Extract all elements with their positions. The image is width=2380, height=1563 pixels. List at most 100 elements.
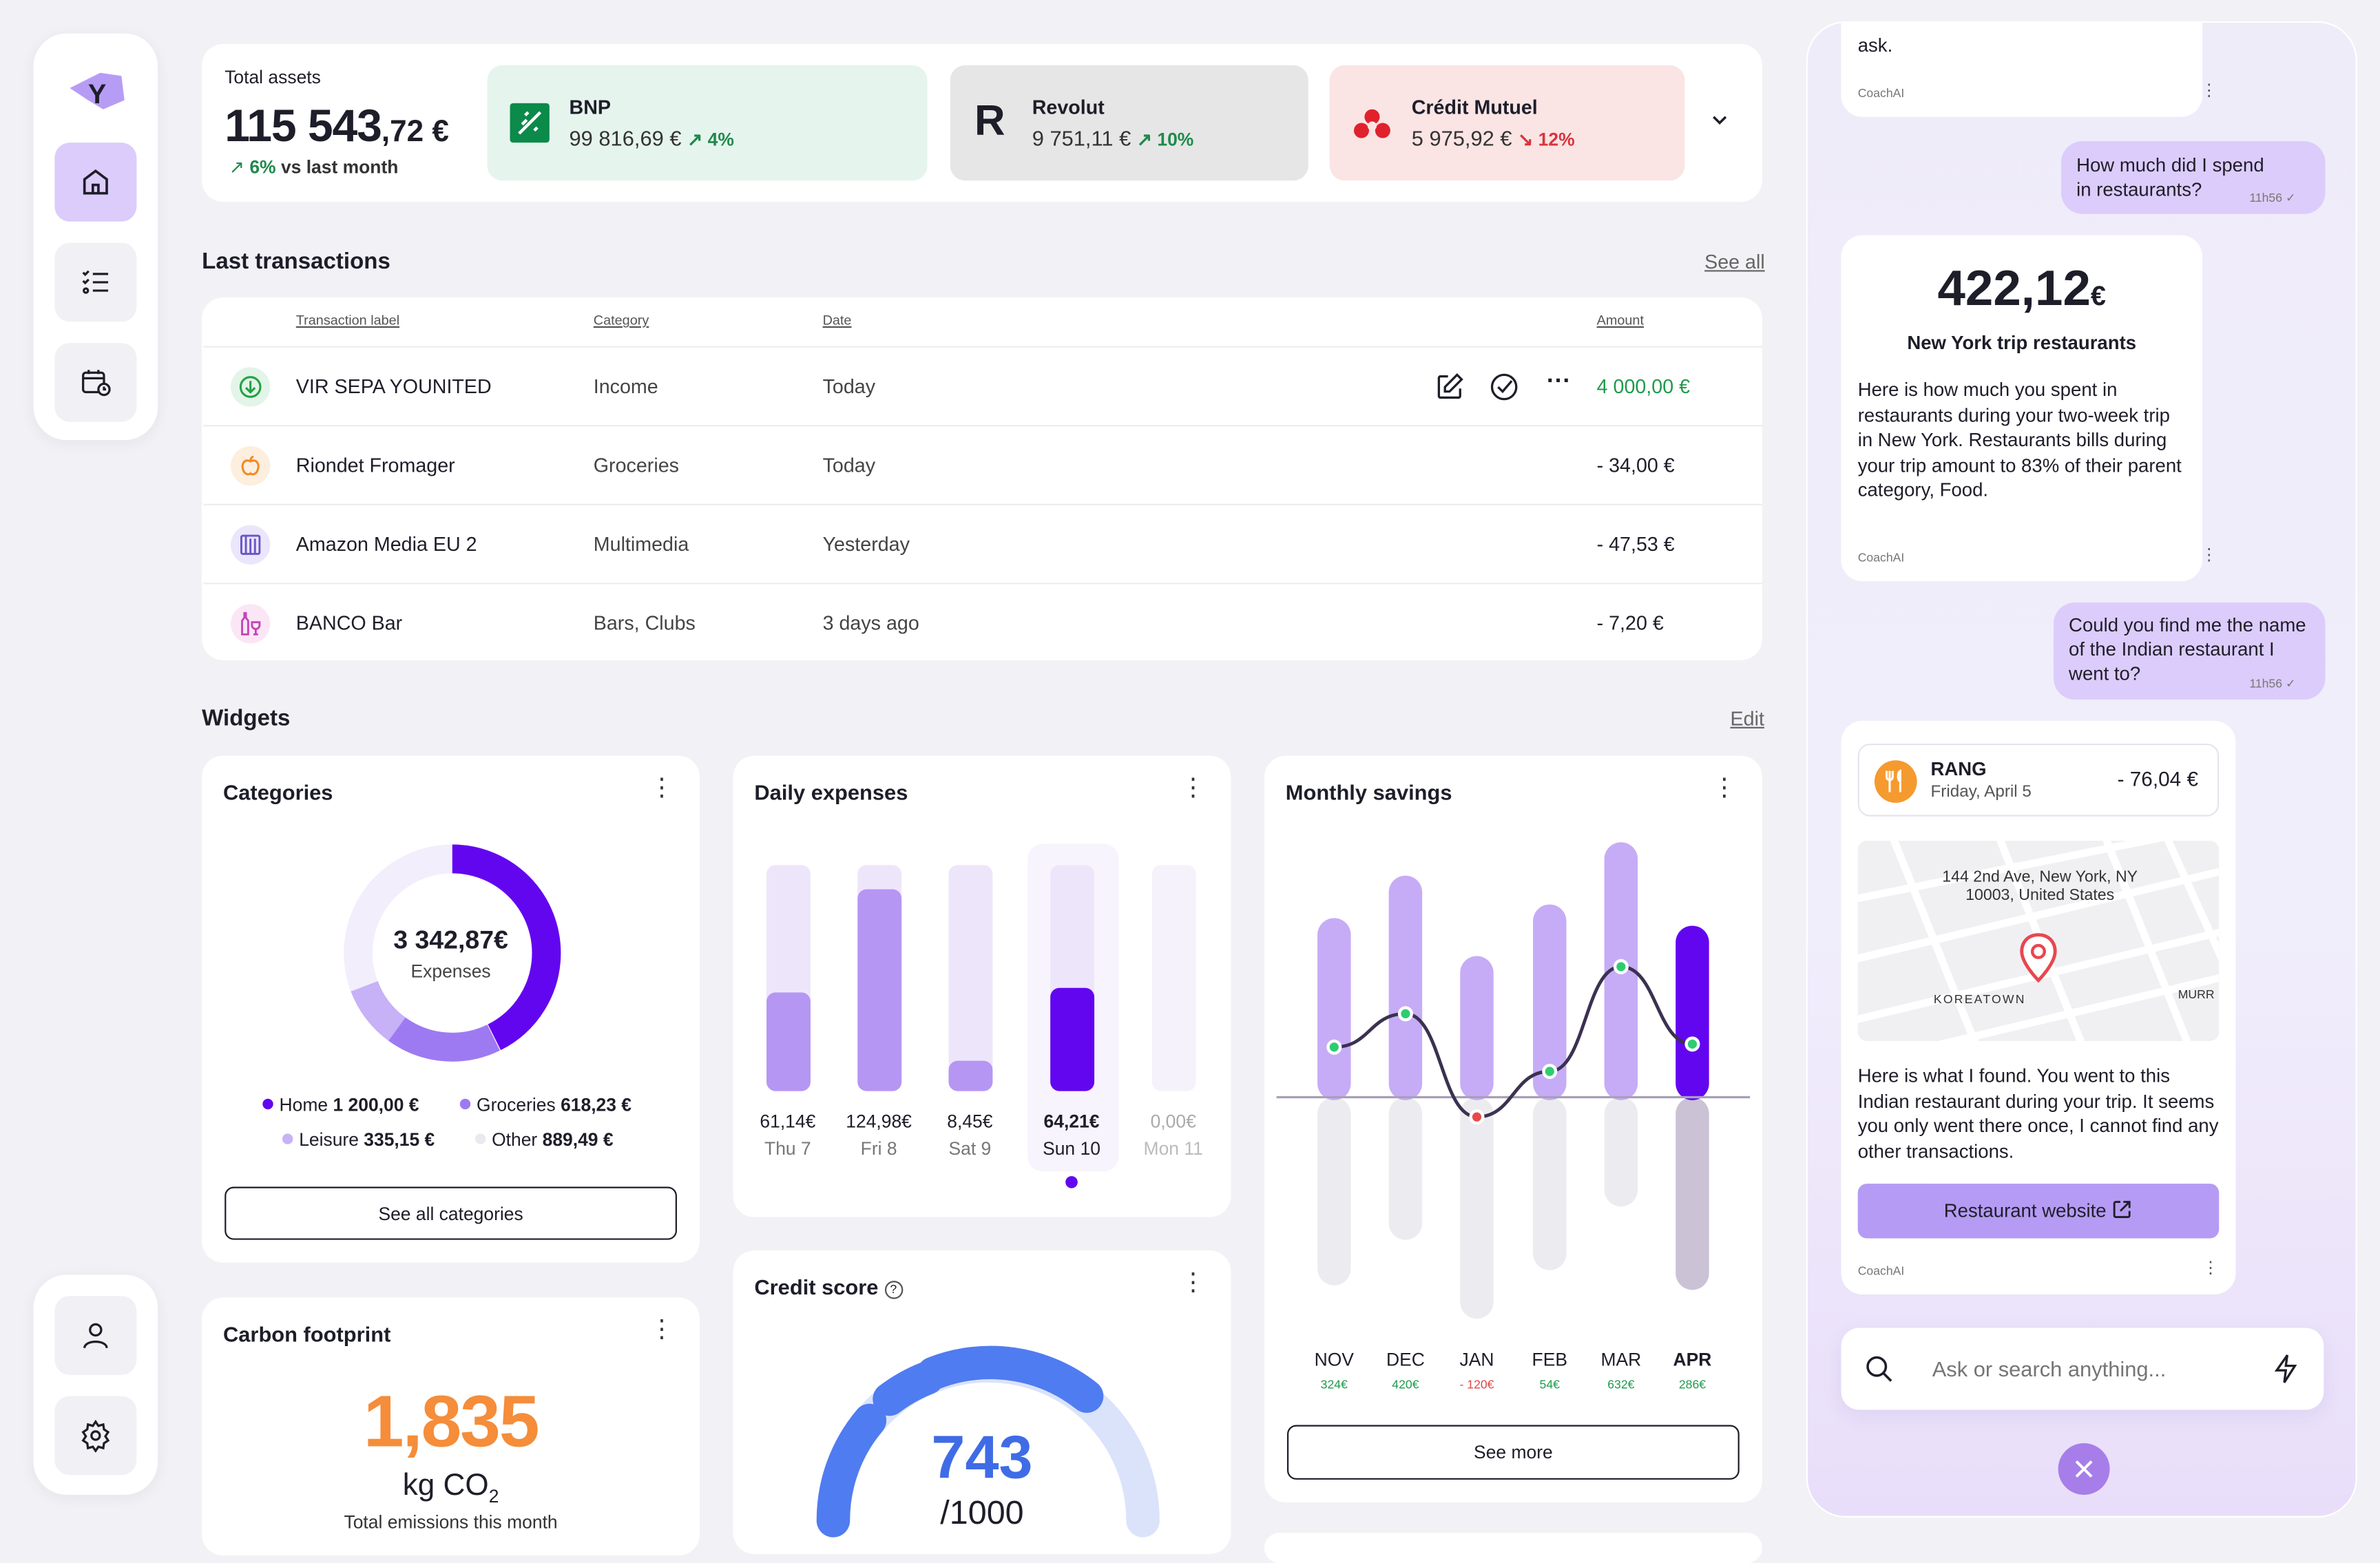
chat-search-input[interactable] bbox=[1932, 1350, 2236, 1387]
month-label: APR bbox=[1673, 1349, 1712, 1371]
widgets-title: Widgets bbox=[202, 705, 291, 732]
edit-icon[interactable] bbox=[1434, 372, 1465, 410]
legend-home: Home 1 200,00 € bbox=[262, 1094, 419, 1115]
bar-day-label: Mon 11 bbox=[1143, 1138, 1203, 1160]
help-icon[interactable]: ? bbox=[884, 1281, 903, 1299]
month-value: 54€ bbox=[1539, 1378, 1560, 1392]
header-amount[interactable]: Amount bbox=[1596, 313, 1645, 328]
more-options-icon[interactable]: ⋮ bbox=[1712, 775, 1736, 801]
savings-bar-apr[interactable] bbox=[1676, 925, 1709, 1100]
expand-banks-button[interactable] bbox=[1709, 109, 1731, 138]
savings-point-dot bbox=[1545, 1067, 1554, 1076]
bnp-logo-icon bbox=[510, 103, 550, 143]
savings-bar-nov[interactable] bbox=[1317, 918, 1351, 1100]
savings-point-dot bbox=[1616, 962, 1626, 972]
month-value: - 120€ bbox=[1459, 1378, 1494, 1392]
categories-widget: Categories ⋮ 3 342,87€ Expenses Home 1 2… bbox=[202, 755, 700, 1263]
restaurant-website-button[interactable]: Restaurant website bbox=[1857, 1184, 2220, 1239]
map[interactable]: 144 2nd Ave, New York, NY 10003, United … bbox=[1857, 841, 2220, 1041]
month-label: DEC bbox=[1386, 1349, 1425, 1371]
bar-fri-8[interactable] bbox=[857, 889, 902, 1091]
transaction-category: Bars, Clubs bbox=[593, 611, 696, 635]
transaction-date: 3 days ago bbox=[822, 611, 919, 635]
logo: Y bbox=[67, 67, 127, 116]
bar-value-label: 8,45€ bbox=[947, 1111, 993, 1133]
bar-sat-9[interactable] bbox=[948, 1060, 993, 1091]
gear-icon bbox=[81, 1419, 110, 1453]
restaurant-date: Friday, April 5 bbox=[1930, 783, 2032, 801]
savings-bar-feb[interactable] bbox=[1533, 904, 1567, 1100]
see-all-categories-button[interactable]: See all categories bbox=[225, 1186, 677, 1240]
bank-amount: 9 751,11 € ↗ 10% bbox=[1032, 125, 1194, 151]
bar-value-label: 61,14€ bbox=[760, 1111, 816, 1133]
savings-bar-bg bbox=[1533, 1097, 1567, 1270]
savings-bar-bg bbox=[1604, 1097, 1638, 1207]
credit-score-widget: Credit score ? ⋮ 743 /1000 bbox=[733, 1250, 1231, 1554]
chat-search-bar[interactable] bbox=[1841, 1328, 2324, 1410]
total-assets-title: Total assets bbox=[225, 66, 321, 88]
more-options-icon[interactable]: ⋮ bbox=[649, 775, 674, 801]
nav-settings[interactable] bbox=[54, 1396, 137, 1476]
table-row[interactable]: Amazon Media EU 2 Multimedia Yesterday -… bbox=[203, 503, 1762, 583]
bar-value-label: 124,98€ bbox=[846, 1111, 912, 1133]
message-text: Could you find me the name of the Indian… bbox=[2069, 614, 2306, 685]
monthly-savings-chart bbox=[1276, 842, 1751, 1319]
edit-widgets-link[interactable]: Edit bbox=[1730, 707, 1764, 731]
more-options-icon[interactable]: ⋮ bbox=[1180, 1270, 1205, 1297]
nav-home[interactable] bbox=[54, 143, 137, 222]
bank-card-revolut[interactable]: R Revolut 9 751,11 € ↗ 10% bbox=[950, 65, 1308, 181]
header-date[interactable]: Date bbox=[822, 313, 852, 328]
savings-point-dot bbox=[1472, 1112, 1482, 1122]
transactions-table bbox=[202, 297, 1762, 660]
arrow-up-icon: ↗ bbox=[229, 156, 244, 178]
more-options-icon[interactable]: ⋮ bbox=[2200, 546, 2218, 565]
nav-calendar[interactable] bbox=[54, 343, 137, 422]
close-chat-button[interactable] bbox=[2058, 1443, 2110, 1495]
table-row[interactable]: Riondet Fromager Groceries Today - 34,00… bbox=[203, 425, 1762, 504]
table-row[interactable]: BANCO Bar Bars, Clubs 3 days ago - 7,20 … bbox=[203, 583, 1762, 662]
categories-total-label: Expenses bbox=[410, 961, 491, 982]
see-more-button[interactable]: See more bbox=[1286, 1425, 1740, 1480]
user-message: How much did I spend in restaurants? 11h… bbox=[2061, 140, 2326, 214]
message-text: ask. bbox=[1857, 34, 1893, 56]
bank-card-credit-mutuel[interactable]: Crédit Mutuel 5 975,92 € ↘ 12% bbox=[1329, 65, 1685, 181]
savings-bar-jan[interactable] bbox=[1460, 956, 1494, 1100]
month-value: 324€ bbox=[1320, 1378, 1348, 1392]
see-all-transactions-link[interactable]: See all bbox=[1704, 250, 1765, 273]
bank-card-bnp[interactable]: BNP 99 816,69 € ↗ 4% bbox=[487, 65, 928, 181]
bar-day-label: Fri 8 bbox=[860, 1138, 897, 1160]
selected-day-dot bbox=[1065, 1176, 1078, 1188]
more-options-icon[interactable]: ⋮ bbox=[649, 1317, 674, 1343]
revolut-logo-icon: R bbox=[974, 97, 1005, 145]
transaction-label: Riondet Fromager bbox=[295, 453, 455, 477]
month-value: 632€ bbox=[1607, 1378, 1635, 1392]
bar-sun-10[interactable] bbox=[1050, 987, 1095, 1091]
carbon-unit: kg CO2 bbox=[402, 1469, 499, 1507]
header-label[interactable]: Transaction label bbox=[295, 313, 400, 328]
widget-title: Daily expenses bbox=[754, 779, 908, 805]
bar-thu-7[interactable] bbox=[766, 992, 811, 1091]
map-area-label-2: MURR bbox=[2178, 987, 2215, 1002]
categories-total: 3 342,87€ bbox=[393, 925, 508, 955]
more-options-icon[interactable]: ⋮ bbox=[1180, 775, 1205, 801]
map-area-label: KOREATOWN bbox=[1933, 992, 2026, 1007]
savings-bar-dec[interactable] bbox=[1388, 875, 1423, 1100]
transaction-card[interactable]: RANG Friday, April 5 - 76,04 € bbox=[1857, 743, 2220, 817]
more-options-icon[interactable]: ··· bbox=[1546, 368, 1572, 395]
more-options-icon[interactable]: ⋮ bbox=[2202, 1259, 2220, 1278]
table-row[interactable]: VIR SEPA YOUNITED Income Today ··· 4 000… bbox=[203, 346, 1762, 426]
check-circle-icon[interactable] bbox=[1489, 372, 1519, 410]
transaction-amount: - 7,20 € bbox=[1596, 611, 1664, 635]
savings-bar-bg bbox=[1317, 1097, 1351, 1286]
more-options-icon[interactable]: ⋮ bbox=[2200, 82, 2218, 101]
apple-icon bbox=[231, 445, 271, 486]
main-nav: Y bbox=[33, 33, 158, 441]
header-category[interactable]: Category bbox=[593, 313, 649, 328]
chat-panel: ask. CoachAI ⋮ How much did I spend in r… bbox=[1806, 21, 2357, 1518]
lightning-icon[interactable] bbox=[2272, 1354, 2299, 1384]
nav-list[interactable] bbox=[54, 242, 137, 322]
restaurant-amount: - 76,04 € bbox=[2117, 768, 2199, 791]
transaction-label: Amazon Media EU 2 bbox=[295, 532, 477, 556]
nav-profile[interactable] bbox=[54, 1296, 137, 1375]
categories-donut bbox=[344, 844, 561, 1062]
